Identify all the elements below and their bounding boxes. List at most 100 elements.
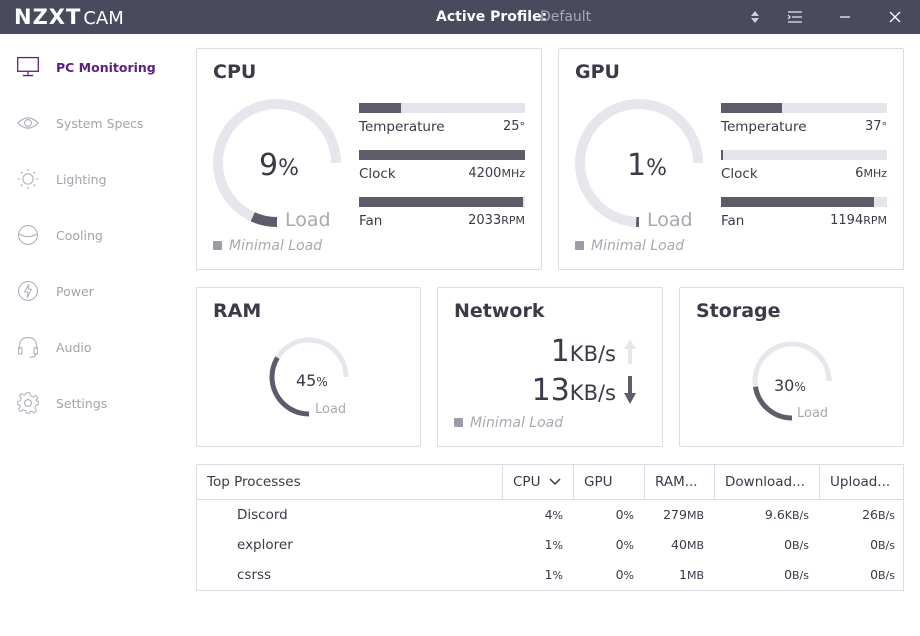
- table-header: Top Processes CPU GPU RAM... Download...…: [197, 465, 903, 500]
- gpu-fan-bar: [721, 197, 887, 207]
- gpu-card: GPU 1% Load Minimal Load Temperature 37°…: [558, 48, 904, 270]
- ram-load-gauge: [269, 337, 349, 417]
- process-gpu: 0%: [615, 537, 634, 552]
- ram-title: RAM: [213, 300, 262, 322]
- cpu-temp-label: Temperature: [359, 119, 445, 135]
- network-status: Minimal Load: [454, 415, 563, 431]
- menu-icon: [787, 11, 802, 23]
- cpu-temp-value: 25°: [502, 119, 525, 134]
- monitor-icon: [17, 56, 39, 77]
- status-indicator: [575, 241, 584, 250]
- sort-arrows-icon: [751, 11, 759, 23]
- sidebar-item-label: Lighting: [56, 171, 107, 187]
- sidebar-item-label: Audio: [56, 339, 92, 355]
- sun-icon: [17, 168, 39, 190]
- gpu-fan-value: 1194RPM: [830, 213, 887, 228]
- gpu-load-label: Load: [647, 209, 693, 231]
- process-download: 0B/s: [784, 567, 809, 582]
- cpu-fan-label: Fan: [359, 213, 383, 229]
- process-ram: 279MB: [663, 507, 704, 522]
- gpu-temp-label: Temperature: [721, 119, 807, 135]
- sort-descending-icon: [549, 478, 561, 486]
- storage-load-label: Load: [797, 406, 829, 421]
- storage-load-value: 30%: [774, 376, 806, 395]
- network-title: Network: [454, 300, 545, 322]
- table-row[interactable]: explorer 1% 0% 40MB 0B/s 0B/s: [197, 530, 903, 560]
- menu-button[interactable]: [780, 0, 810, 34]
- column-header-cpu[interactable]: CPU: [502, 465, 573, 500]
- ram-load-value: 45%: [296, 371, 328, 390]
- download-arrow-icon: [624, 376, 636, 404]
- process-upload: 0B/s: [870, 537, 895, 552]
- storage-card: Storage 30% Load: [679, 287, 904, 447]
- column-header-process[interactable]: Top Processes: [207, 474, 301, 490]
- process-upload: 26B/s: [862, 507, 895, 522]
- sidebar-item-lighting[interactable]: Lighting: [0, 159, 185, 199]
- active-profile-label: Active Profile:: [436, 9, 548, 25]
- gpu-load-value: 1%: [627, 148, 667, 183]
- gpu-clock-label: Clock: [721, 166, 758, 182]
- column-header-upload[interactable]: Upload...: [819, 465, 905, 500]
- column-header-gpu[interactable]: GPU: [573, 465, 644, 500]
- cpu-clock-label: Clock: [359, 166, 396, 182]
- storage-load-gauge: [752, 341, 832, 421]
- sidebar-item-pc-monitoring[interactable]: PC Monitoring: [0, 47, 185, 87]
- column-header-download[interactable]: Download...: [714, 465, 819, 500]
- power-bolt-icon: [18, 281, 38, 301]
- cpu-card: CPU 9% Load Minimal Load Temperature 25°…: [196, 48, 542, 270]
- sidebar-item-system-specs[interactable]: System Specs: [0, 103, 185, 143]
- ram-load-label: Load: [315, 402, 347, 417]
- process-gpu: 0%: [615, 567, 634, 582]
- storage-title: Storage: [696, 300, 781, 322]
- process-name: explorer: [237, 537, 293, 553]
- cpu-clock-bar: [359, 150, 525, 160]
- table-row[interactable]: Discord 4% 0% 279MB 9.6KB/s 26B/s: [197, 500, 903, 530]
- close-button[interactable]: [880, 0, 910, 34]
- network-download-value: 13KB/s: [531, 373, 616, 408]
- gear-icon: [17, 392, 39, 414]
- cpu-status: Minimal Load: [213, 238, 322, 254]
- gpu-temp-value: 37°: [864, 119, 887, 134]
- sidebar-item-label: Power: [56, 283, 94, 299]
- fan-icon: [18, 225, 38, 245]
- table-row[interactable]: csrss 1% 0% 1MB 0B/s 0B/s: [197, 560, 903, 590]
- minimize-button[interactable]: [830, 0, 860, 34]
- cpu-fan-bar: [359, 197, 525, 207]
- process-cpu: 4%: [544, 507, 563, 522]
- network-card: Network 1KB/s 13KB/s Minimal Load: [437, 287, 663, 447]
- close-icon: [889, 11, 901, 23]
- status-indicator: [454, 418, 463, 427]
- cpu-fan-value: 2033RPM: [468, 213, 525, 228]
- process-gpu: 0%: [615, 507, 634, 522]
- cpu-load-value: 9%: [259, 148, 299, 183]
- cpu-clock-value: 4200MHz: [468, 166, 525, 181]
- cpu-load-gauge: [213, 99, 341, 227]
- sidebar-item-label: Settings: [56, 395, 108, 411]
- profile-switch-button[interactable]: [740, 0, 770, 34]
- column-header-ram[interactable]: RAM...: [644, 465, 714, 500]
- sidebar-item-audio[interactable]: Audio: [0, 327, 185, 367]
- sidebar-item-label: PC Monitoring: [56, 59, 156, 75]
- sidebar-item-power[interactable]: Power: [0, 271, 185, 311]
- status-indicator: [213, 241, 222, 250]
- ram-card: RAM 45% Load: [196, 287, 421, 447]
- cpu-title: CPU: [213, 61, 257, 83]
- process-cpu: 1%: [544, 567, 563, 582]
- gpu-clock-bar: [721, 150, 887, 160]
- active-profile-value[interactable]: Default: [540, 9, 592, 25]
- process-upload: 0B/s: [870, 567, 895, 582]
- gpu-clock-value: 6MHz: [855, 166, 887, 181]
- gpu-load-gauge: [575, 99, 703, 227]
- process-cpu: 1%: [544, 537, 563, 552]
- sidebar-item-label: System Specs: [56, 115, 144, 131]
- upload-arrow-icon: [624, 339, 636, 364]
- eye-icon: [16, 117, 40, 129]
- process-download: 0B/s: [784, 537, 809, 552]
- process-download: 9.6KB/s: [764, 507, 809, 522]
- sidebar-item-cooling[interactable]: Cooling: [0, 215, 185, 255]
- gpu-fan-label: Fan: [721, 213, 745, 229]
- cpu-load-label: Load: [285, 209, 331, 231]
- gpu-status: Minimal Load: [575, 238, 684, 254]
- top-processes-table: Top Processes CPU GPU RAM... Download...…: [196, 464, 904, 591]
- sidebar-item-settings[interactable]: Settings: [0, 383, 185, 423]
